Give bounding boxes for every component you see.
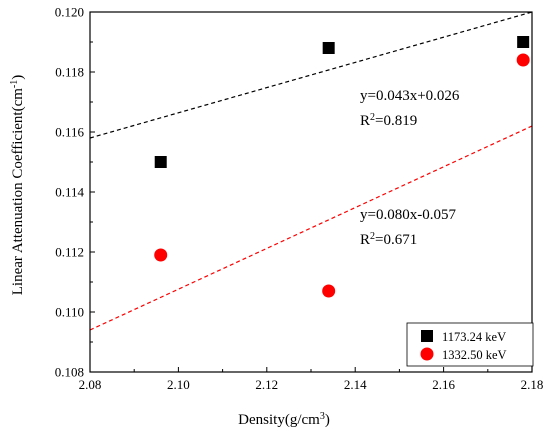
- x-tick-label: 2.12: [255, 377, 278, 392]
- legend: 1173.24 keV 1332.50 keV: [406, 322, 534, 367]
- y-axis-title: Linear Attenuation Coefficient(cm-1): [9, 75, 27, 296]
- point-s1-2: [516, 53, 530, 67]
- point-s1-0: [154, 248, 168, 262]
- x-axis-title: Density(g/cm3): [238, 411, 330, 429]
- fit-r2-red: R2=0.671: [360, 231, 417, 249]
- legend-label-1332: 1332.50 keV: [442, 348, 507, 362]
- y-tick-label: 0.114: [55, 185, 84, 200]
- legend-marker-circle: [420, 347, 434, 361]
- data-points: [154, 36, 530, 298]
- y-tick-label: 0.110: [55, 305, 84, 320]
- fit-line-0: [89, 11, 533, 139]
- fit-equation-black: y=0.043x+0.026: [360, 88, 460, 104]
- plot-frame: [89, 11, 533, 373]
- fit-r2-black: R2=0.819: [360, 112, 417, 130]
- y-tick-label: 0.116: [55, 125, 84, 140]
- x-tick-label: 2.16: [432, 377, 455, 392]
- x-tick-label: 2.10: [167, 377, 190, 392]
- y-tick-label: 0.120: [55, 5, 84, 20]
- point-s0-2: [517, 36, 530, 48]
- axes: 2.08 2.10 2.12 2.14 2.16 2.18 0.108 0.110 0.112 0…: [55, 5, 544, 393]
- y-tick-label: 0.112: [55, 245, 84, 260]
- fit-equation-red: y=0.080x-0.057: [360, 207, 456, 223]
- x-tick-label: 2.14: [344, 377, 367, 392]
- y-tick-label: 0.108: [55, 365, 84, 380]
- legend-label-1173: 1173.24 keV: [442, 330, 506, 344]
- y-tick-label: 0.118: [55, 65, 84, 80]
- point-s0-1: [322, 42, 335, 54]
- point-s1-1: [322, 284, 336, 298]
- point-s0-0: [154, 156, 167, 168]
- fit-lines: [89, 11, 533, 331]
- legend-marker-square: [421, 330, 433, 342]
- x-tick-label: 2.18: [521, 377, 544, 392]
- x-tick-label: 2.08: [79, 377, 102, 392]
